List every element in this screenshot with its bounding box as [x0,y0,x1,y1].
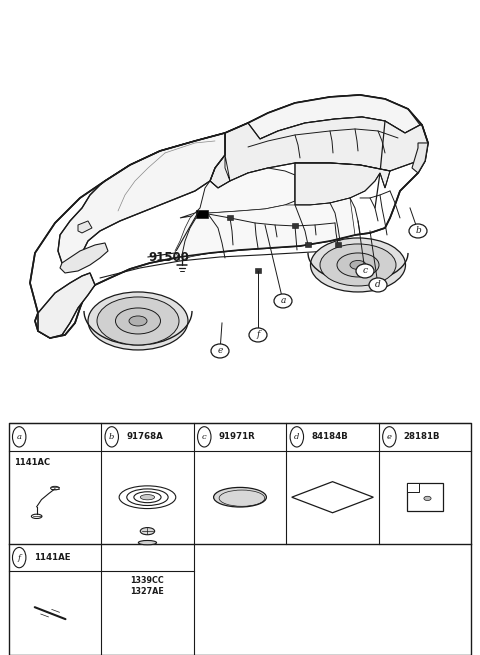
Ellipse shape [356,264,374,278]
Text: 84184B: 84184B [311,432,348,441]
Text: 28181B: 28181B [404,432,440,441]
Ellipse shape [138,540,156,545]
Ellipse shape [424,496,431,500]
Ellipse shape [211,344,229,358]
Ellipse shape [214,487,266,507]
Text: c: c [362,267,368,276]
Bar [407,483,443,511]
Text: d: d [375,280,381,290]
Ellipse shape [311,238,406,292]
Bar [335,242,341,248]
Ellipse shape [274,294,292,308]
Ellipse shape [140,527,155,534]
Polygon shape [295,163,390,205]
Bar [227,215,233,221]
Ellipse shape [129,316,147,326]
Text: d: d [294,433,300,441]
Polygon shape [78,221,92,233]
Bar [196,210,208,218]
Text: 1141AC: 1141AC [14,458,50,467]
Ellipse shape [249,328,267,342]
Polygon shape [175,198,355,261]
Bar [292,223,298,229]
Ellipse shape [350,261,366,269]
Text: c: c [202,433,207,441]
Bar [255,269,261,274]
Ellipse shape [337,253,379,277]
Polygon shape [30,95,428,338]
Ellipse shape [320,244,396,286]
Ellipse shape [140,495,155,500]
Ellipse shape [88,292,188,350]
Polygon shape [180,155,295,218]
Text: a: a [17,433,22,441]
Text: f: f [256,331,260,339]
Bar [407,483,419,492]
Text: e: e [387,433,392,441]
Text: a: a [280,297,286,305]
Polygon shape [60,243,108,273]
Text: e: e [217,346,223,356]
Polygon shape [38,273,95,338]
Ellipse shape [116,308,160,334]
Text: 91971R: 91971R [219,432,255,441]
Ellipse shape [97,297,179,345]
Bar [305,242,311,248]
Polygon shape [58,133,225,271]
Text: b: b [109,433,114,441]
Ellipse shape [369,278,387,292]
Text: 1141AE: 1141AE [34,553,70,562]
Polygon shape [412,143,428,173]
Polygon shape [210,117,428,188]
Polygon shape [240,95,420,147]
Text: b: b [415,227,421,235]
Text: 1339CC
1327AE: 1339CC 1327AE [131,576,164,596]
Text: 91768A: 91768A [126,432,163,441]
Text: 91500: 91500 [148,251,189,264]
Text: f: f [18,553,21,561]
Ellipse shape [409,224,427,238]
